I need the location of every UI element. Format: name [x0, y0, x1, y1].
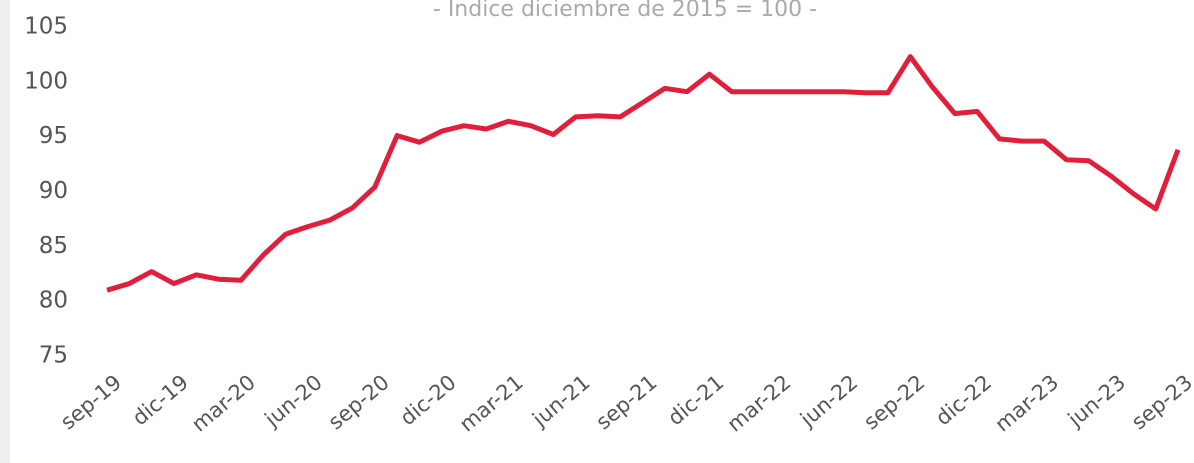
x-tick-label: sep-22 — [859, 370, 929, 434]
x-tick-label: mar-22 — [723, 370, 796, 437]
y-tick-label: 105 — [24, 14, 68, 40]
x-tick-label: jun-23 — [1063, 370, 1130, 432]
x-tick-label: sep-20 — [324, 370, 394, 434]
y-tick-label: 80 — [39, 288, 68, 314]
x-tick-label: dic-19 — [128, 370, 193, 430]
x-tick-label: sep-23 — [1127, 370, 1194, 434]
x-tick-label: mar-21 — [455, 370, 528, 437]
x-tick-label: sep-19 — [56, 370, 126, 434]
x-tick-label: mar-20 — [187, 370, 260, 437]
x-tick-label: dic-22 — [931, 370, 996, 430]
y-tick-label: 95 — [39, 123, 68, 149]
y-tick-label: 75 — [39, 343, 68, 369]
line — [106, 54, 1181, 293]
x-tick-label: jun-20 — [260, 370, 327, 432]
left-strip — [0, 0, 10, 463]
x-tick-label: jun-21 — [527, 370, 594, 432]
y-tick-label: 100 — [24, 68, 68, 94]
chart-subtitle: - Índice diciembre de 2015 = 100 - — [433, 0, 817, 22]
y-tick-label: 90 — [39, 178, 68, 204]
x-tick-label: sep-21 — [591, 370, 661, 434]
x-tick-label: jun-22 — [795, 370, 862, 432]
y-tick-label: 85 — [39, 233, 68, 259]
x-tick-label: mar-23 — [990, 370, 1063, 437]
x-tick-label: dic-20 — [396, 370, 461, 430]
x-tick-label: dic-21 — [663, 370, 728, 430]
